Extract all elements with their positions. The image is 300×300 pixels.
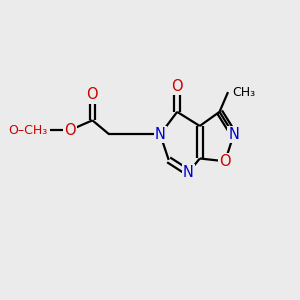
Text: O: O bbox=[64, 123, 76, 138]
Text: O: O bbox=[219, 154, 231, 169]
Text: O–CH₃: O–CH₃ bbox=[8, 124, 47, 137]
Text: CH₃: CH₃ bbox=[232, 85, 255, 99]
Text: N: N bbox=[228, 127, 239, 142]
Text: O: O bbox=[171, 79, 183, 94]
Text: N: N bbox=[155, 127, 166, 142]
Text: O: O bbox=[87, 87, 98, 102]
Text: N: N bbox=[183, 165, 194, 180]
